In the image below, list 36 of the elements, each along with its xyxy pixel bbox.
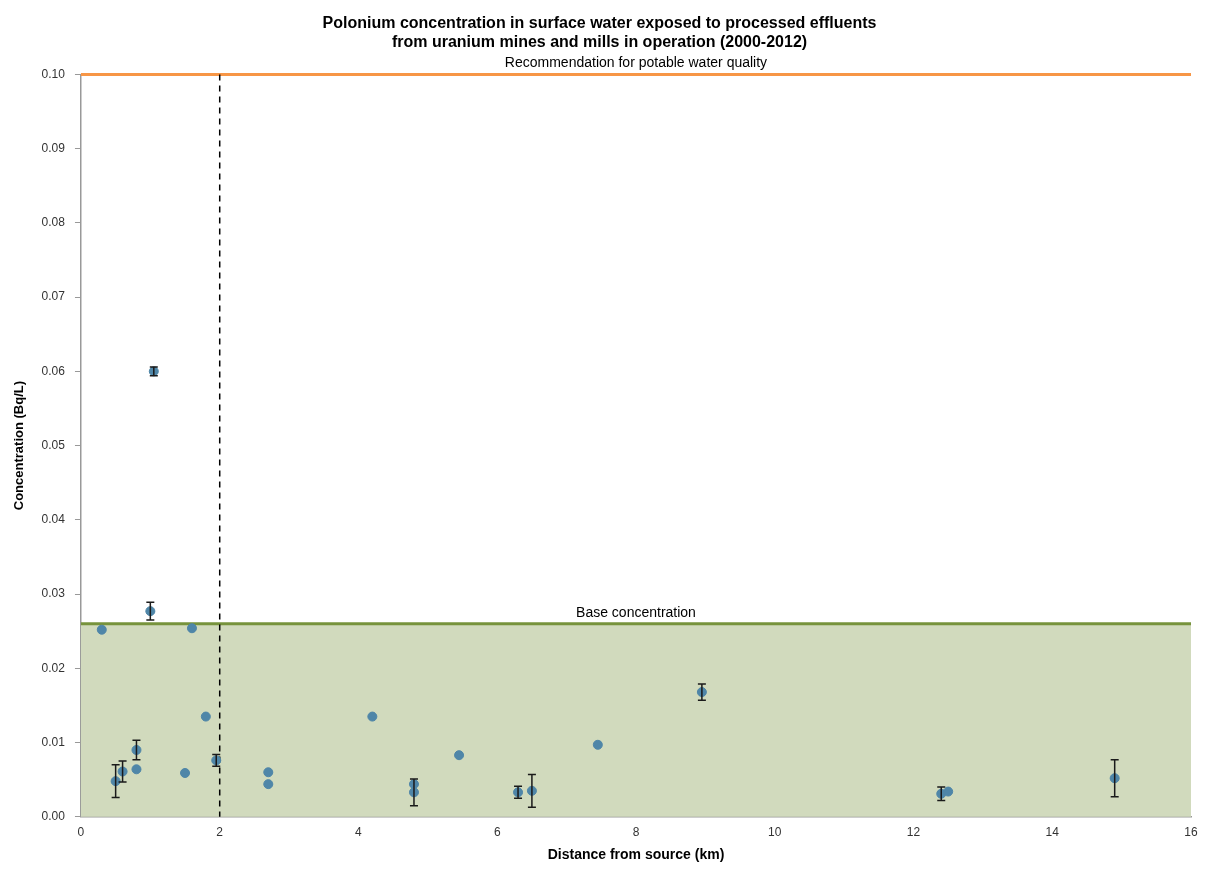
x-tick-label: 0 xyxy=(77,825,85,840)
y-axis-title: Concentration (Bq/L) xyxy=(11,380,27,511)
y-tick-label: 0.04 xyxy=(41,512,66,527)
x-tick-label: 14 xyxy=(1045,825,1060,840)
point xyxy=(200,711,211,722)
ref-line-label: Recommendation for potable water quality xyxy=(504,54,768,71)
point xyxy=(367,711,378,722)
y-tick-label: 0.07 xyxy=(41,289,66,304)
y-tick-label: 0.01 xyxy=(41,734,66,749)
x-tick-label: 4 xyxy=(355,825,363,840)
y-tick-label: 0.10 xyxy=(41,66,66,81)
y-tick-label: 0.06 xyxy=(41,363,66,378)
point xyxy=(186,623,197,634)
ref-line-label: Base concentration xyxy=(576,603,696,620)
point xyxy=(943,786,954,797)
x-tick-label: 6 xyxy=(493,825,501,840)
point xyxy=(263,779,274,790)
point xyxy=(454,750,465,761)
x-tick-label: 2 xyxy=(216,825,224,840)
y-tick-label: 0.03 xyxy=(41,586,66,601)
y-tick-label: 0.09 xyxy=(41,140,66,155)
x-tick-label: 12 xyxy=(906,825,921,840)
point xyxy=(96,624,107,635)
point xyxy=(263,767,274,778)
point xyxy=(180,768,191,778)
x-tick-label: 16 xyxy=(1184,825,1198,840)
point xyxy=(131,764,142,775)
y-tick-label: 0.02 xyxy=(41,660,66,675)
x-tick-label: 8 xyxy=(632,825,640,840)
y-tick-label: 0.00 xyxy=(41,809,66,824)
y-tick-label: 0.05 xyxy=(41,437,66,452)
chart-title: Polonium concentration in surface water exposed to processed effluents from uranium mines and mills in operation (2000-2012) xyxy=(322,14,877,51)
x-tick-label: 10 xyxy=(768,825,782,840)
x-axis-title: Distance from source (km) xyxy=(547,846,725,863)
y-tick-label: 0.08 xyxy=(41,215,66,230)
point xyxy=(592,739,603,750)
